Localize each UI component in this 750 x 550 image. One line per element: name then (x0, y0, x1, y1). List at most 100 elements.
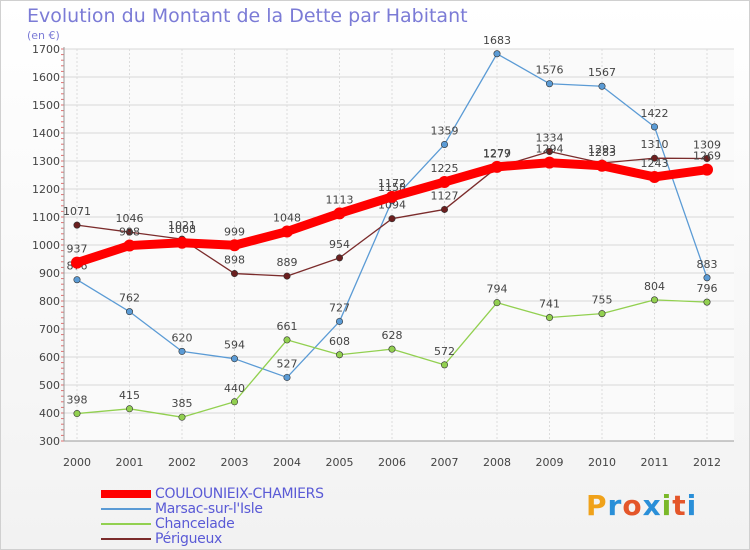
x-tick-label: 2009 (536, 456, 564, 469)
data-point (493, 299, 501, 307)
legend-item: COULOUNIEIX-CHAMIERS (101, 485, 324, 502)
data-point (178, 347, 186, 355)
y-tick-label: 1300 (32, 155, 60, 168)
legend-label: Périgueux (155, 530, 223, 547)
legend-label: Chancelade (155, 515, 235, 532)
data-point (703, 274, 711, 282)
data-label: 1046 (116, 212, 144, 225)
data-label: 937 (67, 243, 88, 256)
x-tick-label: 2012 (693, 456, 721, 469)
data-point (71, 256, 83, 269)
x-tick-label: 2004 (273, 456, 301, 469)
y-tick-label: 1600 (32, 71, 60, 84)
data-label: 594 (224, 339, 245, 352)
y-tick-label: 1500 (32, 99, 60, 112)
data-label: 440 (224, 382, 245, 395)
data-label: 1071 (63, 205, 91, 218)
data-label: 954 (329, 238, 350, 251)
data-point (545, 80, 553, 88)
data-label: 1021 (168, 219, 196, 232)
data-point (283, 336, 291, 344)
data-label: 1293 (588, 143, 616, 156)
legend-item: Chancelade (101, 515, 324, 532)
x-tick-label: 2003 (221, 456, 249, 469)
y-tick-label: 300 (39, 435, 60, 448)
data-label: 762 (119, 292, 140, 305)
data-point (598, 310, 606, 318)
data-point (176, 236, 188, 249)
data-point (545, 147, 553, 155)
data-label: 1127 (431, 189, 459, 202)
brand-letter: x (642, 489, 662, 522)
data-point (650, 123, 658, 131)
legend: COULOUNIEIX-CHAMIERS Marsac-sur-l'Isle Cha… (101, 485, 324, 547)
data-label: 883 (697, 258, 718, 271)
x-tick-label: 2006 (378, 456, 406, 469)
data-point (545, 314, 553, 322)
data-point (333, 207, 346, 220)
data-point (335, 317, 343, 325)
data-point (178, 413, 186, 421)
data-label: 1269 (693, 150, 721, 163)
data-label: 1683 (483, 34, 511, 47)
brand-letter: i (686, 489, 698, 522)
brand-logo: Proxiti (586, 489, 697, 522)
data-point (596, 159, 608, 172)
data-label: 1172 (378, 177, 406, 190)
data-label: 415 (119, 389, 140, 402)
data-label: 1334 (536, 131, 564, 144)
y-tick-label: 400 (39, 407, 60, 420)
data-point (126, 405, 134, 413)
data-label: 1113 (326, 193, 354, 206)
data-label: 796 (697, 282, 718, 295)
data-label: 755 (592, 294, 613, 307)
x-tick-label: 2000 (63, 456, 91, 469)
data-point (335, 254, 343, 262)
data-point (543, 156, 556, 169)
data-point (228, 239, 241, 252)
x-tick-label: 2010 (588, 456, 616, 469)
data-label: 1359 (431, 124, 459, 137)
data-point (491, 160, 503, 173)
x-tick-label: 2007 (431, 456, 459, 469)
data-point (598, 82, 606, 90)
legend-swatch (101, 537, 151, 540)
y-tick-label: 600 (39, 351, 60, 364)
data-point (73, 410, 81, 418)
legend-item: Marsac-sur-l'Isle (101, 500, 324, 517)
data-label: 804 (644, 280, 665, 293)
data-point (440, 140, 448, 148)
data-label: 385 (172, 397, 193, 410)
brand-letter: i (661, 489, 673, 522)
data-label: 1243 (641, 157, 669, 170)
x-tick-label: 2001 (116, 456, 144, 469)
legend-label: Marsac-sur-l'Isle (155, 500, 263, 517)
legend-label: COULOUNIEIX-CHAMIERS (155, 485, 324, 502)
data-point (283, 373, 291, 381)
y-tick-label: 1200 (32, 183, 60, 196)
y-tick-label: 900 (39, 267, 60, 280)
data-point (440, 205, 448, 213)
data-label: 1310 (641, 138, 669, 151)
data-label: 1277 (483, 147, 511, 160)
data-point (73, 276, 81, 284)
x-tick-label: 2002 (168, 456, 196, 469)
brand-letter: o (622, 489, 643, 522)
data-label: 1309 (693, 138, 721, 151)
data-label: 898 (224, 254, 245, 267)
chart-title: Evolution du Montant de la Dette par Hab… (27, 5, 468, 27)
data-point (231, 270, 239, 278)
data-label: 1294 (536, 143, 564, 156)
data-label: 1567 (588, 66, 616, 79)
data-label: 398 (67, 394, 88, 407)
data-label: 661 (277, 320, 298, 333)
data-point (231, 355, 239, 363)
x-tick-label: 2008 (483, 456, 511, 469)
data-label: 620 (172, 331, 193, 344)
data-point (440, 361, 448, 369)
data-point (73, 221, 81, 229)
data-point (703, 154, 711, 162)
brand-letter: P (586, 489, 608, 522)
brand-letter: r (607, 489, 623, 522)
